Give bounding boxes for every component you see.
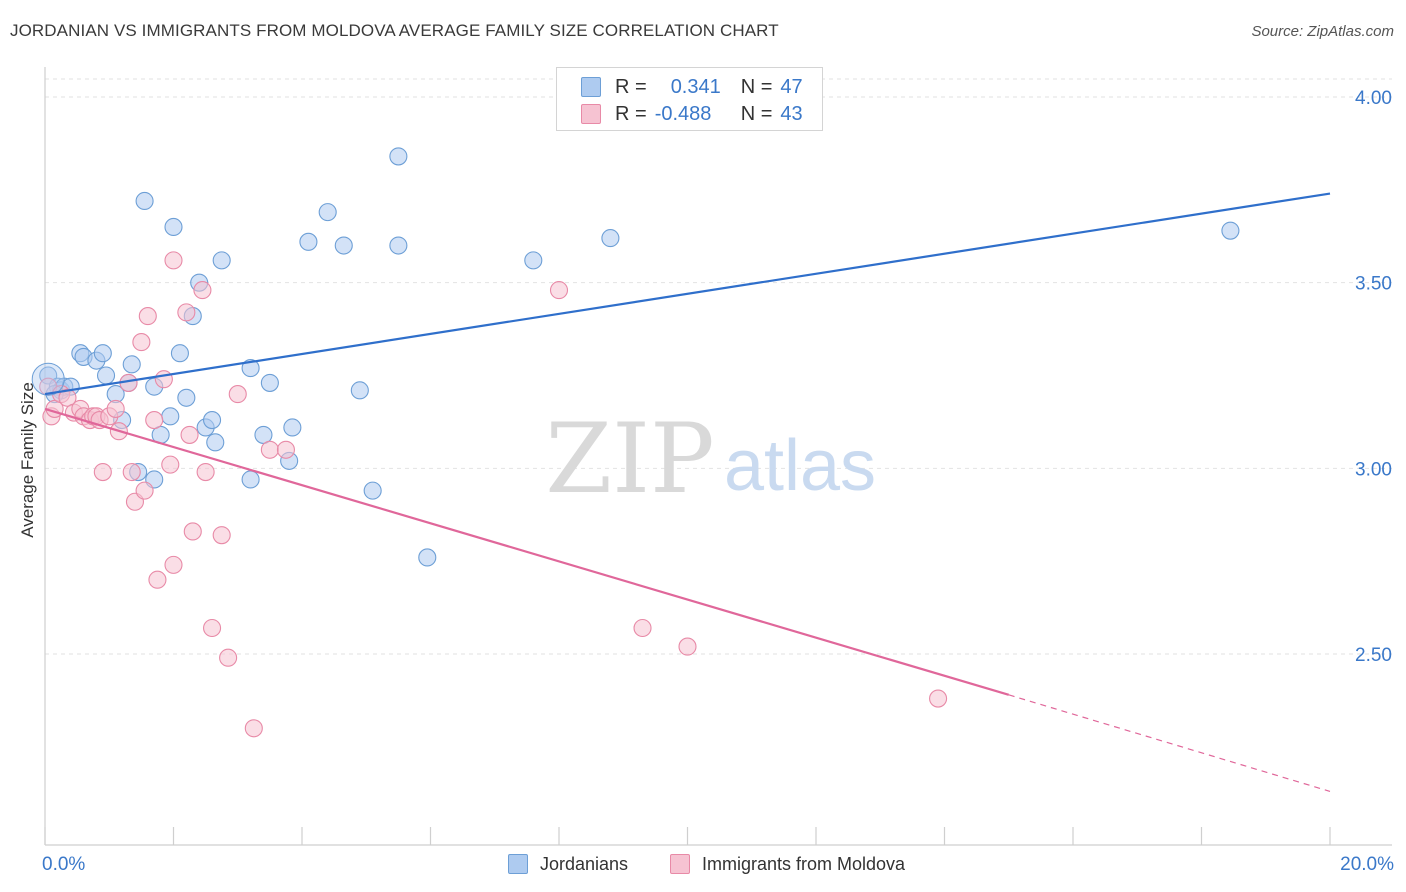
moldova-point [164,251,183,270]
jordanian-point [96,366,116,385]
jordanian-point [135,191,154,211]
legend-n-label: N = [740,102,773,125]
legend-n-value: 47 [780,75,803,98]
jordanian-point [93,344,112,363]
pink-swatch-icon [670,854,690,874]
correlation-legend: R = 0.341 N = 47 R = -0.488 N = 43 [556,67,823,131]
moldova-point [260,440,279,459]
jordanian-point [122,355,141,374]
moldova-point [549,281,569,300]
jordanian-point [299,232,318,251]
jordanian-point [203,411,222,430]
chart-title: JORDANIAN VS IMMIGRANTS FROM MOLDOVA AVE… [10,21,779,40]
moldova-point [145,411,164,430]
moldova-point [244,719,263,738]
jordanian-point [350,381,369,400]
jordanian-point-cluster [31,362,65,396]
jordanian-point [1221,221,1240,240]
watermark-atlas: atlas [724,426,876,506]
jordanian-point [318,203,337,222]
moldova-point [276,440,295,459]
legend-r-value: 0.341 [670,75,721,98]
moldova-point [196,462,215,482]
moldova-point [193,281,212,300]
moldova-point [228,385,247,404]
jordanian-point [241,470,260,489]
jordanian-trend-line [44,192,1331,396]
watermark-zip: ZIP [545,403,714,515]
moldova-point [219,648,238,667]
jordanian-point [241,359,260,378]
jordanian-point [389,236,408,255]
x-tick-label: 0.0% [42,854,85,875]
moldova-point [138,307,157,326]
moldova-point [135,481,154,500]
moldova-point [161,455,180,474]
moldova-trend-extension [1008,694,1331,792]
y-tick-label: 4.00 [1355,88,1392,109]
moldova-trend-line [44,407,1010,696]
legend-n-value: 43 [780,102,803,125]
blue-swatch-icon [581,77,601,97]
axis-layer [44,67,1392,846]
x-tick-label: 20.0% [1340,854,1394,875]
jordanian-point [601,229,620,248]
y-axis-label: Average Family Size [18,382,37,538]
watermark: ZIP atlas [545,403,876,515]
moldova-point [203,618,222,638]
legend-row-jordanians: R = 0.341 N = 47 [557,74,803,100]
moldova-point [132,333,151,352]
jordanian-point [206,433,225,452]
jordanian-point [524,251,543,270]
jordanian-point [177,388,196,407]
moldova-point [122,462,141,482]
moldova-point [183,522,202,541]
pink-swatch-icon [581,104,601,124]
jordanian-point [164,217,183,237]
moldova-point [212,526,231,545]
moldova-point [148,570,167,589]
moldova-point [929,689,948,708]
legend-r-label: R = [615,75,647,98]
jordanian-point [418,548,437,567]
legend-r-label: R = [615,102,647,125]
tick-label-layer: 2.50 3.00 3.50 4.00 0.0% 20.0% [42,88,1394,875]
jordanian-point [161,407,180,426]
legend-r-value: -0.488 [654,102,712,125]
legend-row-moldova: R = -0.488 N = 43 [557,101,803,127]
bottom-legend-jordanians: Jordanians [508,851,628,877]
moldova-point [93,462,112,482]
moldova-point [180,425,199,444]
trend-layer [44,192,1331,792]
jordanian-point [389,147,408,166]
moldova-point [678,637,697,656]
jordanian-point [283,418,302,437]
moldova-point [164,555,183,574]
moldova-point [633,618,652,638]
points-layer [31,147,1240,738]
jordanian-point [212,251,231,270]
moldova-point [177,303,196,322]
jordanian-point [170,344,189,363]
bottom-legend-moldova: Immigrants from Moldova [670,851,905,877]
y-tick-label: 3.50 [1355,274,1392,295]
bottom-legend-label: Immigrants from Moldova [702,853,906,874]
jordanian-point [334,236,353,255]
legend-n-label: N = [740,75,773,98]
y-tick-label: 2.50 [1355,645,1392,666]
jordanian-point [363,481,382,500]
moldova-point [106,399,125,418]
chart-source: Source: ZipAtlas.com [1251,23,1394,40]
y-tick-label: 3.00 [1355,459,1392,480]
jordanian-point [260,373,279,392]
blue-swatch-icon [508,854,528,874]
bottom-legend-label: Jordanians [540,853,629,874]
moldova-point [154,370,173,389]
